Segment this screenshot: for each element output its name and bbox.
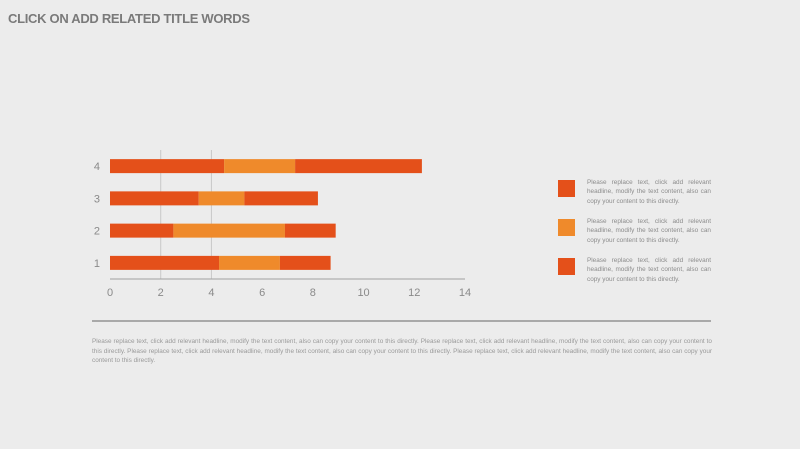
legend: Please replace text, click add relevant …: [558, 178, 718, 295]
x-tick-label: 12: [408, 287, 420, 299]
legend-item: Please replace text, click add relevant …: [558, 217, 718, 244]
bar-segment: [173, 223, 285, 238]
bar-segment: [279, 255, 331, 270]
x-tick-label: 0: [107, 287, 113, 299]
footer-text: Please replace text, click add relevant …: [92, 338, 712, 364]
legend-text: Please replace text, click add relevant …: [587, 179, 711, 205]
legend-text: Please replace text, click add relevant …: [587, 218, 711, 244]
legend-item: Please replace text, click add relevant …: [558, 256, 718, 283]
bar-segment: [219, 255, 280, 270]
y-tick-label: 2: [94, 226, 100, 238]
y-tick-label: 1: [94, 258, 100, 270]
legend-swatch: [558, 219, 575, 236]
legend-text: Please replace text, click add relevant …: [587, 257, 711, 283]
y-tick-label: 4: [94, 161, 100, 173]
legend-swatch: [558, 258, 575, 275]
bar-segment: [110, 159, 225, 174]
bar-segment: [198, 191, 245, 206]
slide-title: CLICK ON ADD RELATED TITLE WORDS: [8, 11, 250, 26]
x-tick-label: 2: [158, 287, 164, 299]
y-tick-label: 3: [94, 193, 100, 205]
bar-segment: [284, 223, 336, 238]
x-tick-label: 8: [310, 287, 316, 299]
legend-swatch: [558, 180, 575, 197]
bar-segment: [224, 159, 296, 174]
legend-item: Please replace text, click add relevant …: [558, 178, 718, 205]
bar-segment: [244, 191, 318, 206]
x-tick-label: 4: [208, 287, 214, 299]
x-tick-label: 6: [259, 287, 265, 299]
bar-segment: [110, 223, 174, 238]
bar-segment: [110, 191, 199, 206]
x-tick-label: 14: [459, 287, 471, 299]
bar-segment: [110, 255, 220, 270]
divider-line: [92, 320, 711, 322]
x-tick-label: 10: [357, 287, 369, 299]
bar-segment: [295, 159, 422, 174]
bar-layer: [110, 159, 422, 270]
